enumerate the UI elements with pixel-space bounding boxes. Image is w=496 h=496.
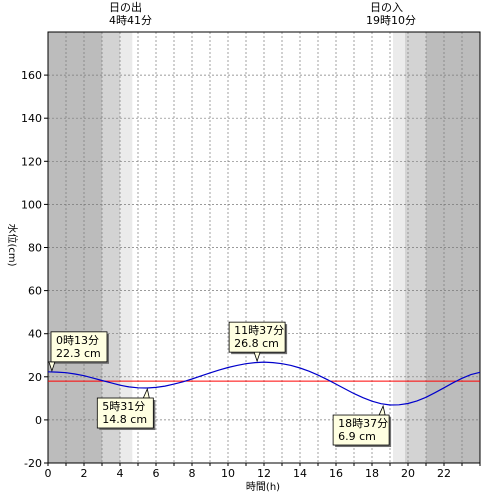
shade-twilight-dark	[404, 32, 426, 463]
x-axis: 0 2 4 6 8 10 12 14 16 18 20 22	[45, 463, 481, 480]
callout-time: 5時31分	[102, 400, 145, 413]
callout-box	[332, 414, 390, 446]
callout-box	[96, 397, 154, 429]
callout-value: 6.9 cm	[338, 430, 376, 443]
sunrise-time: 4時41分	[109, 14, 152, 27]
x-tick-label: 6	[153, 467, 160, 480]
y-tick-label: 100	[21, 198, 42, 211]
sunset-time: 19時10分	[366, 14, 416, 27]
x-tick-label: 10	[221, 467, 235, 480]
callout-value: 14.8 cm	[102, 413, 147, 426]
x-tick-label: 0	[45, 467, 52, 480]
x-tick-label: 18	[365, 467, 379, 480]
x-tick-label: 16	[329, 467, 343, 480]
y-axis-label: 水位(cm)	[6, 223, 19, 266]
sunrise-label: 日の出	[109, 0, 142, 14]
y-tick-label: -20	[24, 457, 42, 470]
callout-pointer	[378, 404, 386, 416]
y-tick-label: 120	[21, 155, 42, 168]
y-tick-label: 140	[21, 112, 42, 125]
x-tick-label: 22	[437, 467, 451, 480]
x-tick-label: 4	[117, 467, 124, 480]
x-tick-label: 14	[293, 467, 307, 480]
sunset-label: 日の入	[370, 1, 403, 14]
callout-value: 22.3 cm	[56, 347, 101, 360]
y-axis: -20 0 20 40 60 80 100 120 140 160	[21, 69, 48, 470]
callout-box	[50, 331, 108, 363]
x-tick-label: 20	[401, 467, 415, 480]
x-tick-label: 8	[189, 467, 196, 480]
tide-level-line	[47, 361, 481, 406]
y-tick-label: 80	[28, 242, 42, 255]
x-tick-label: 2	[81, 467, 88, 480]
callout-pointer	[253, 351, 261, 363]
callout-time: 11時37分	[234, 324, 284, 337]
x-tick-label: 12	[257, 467, 271, 480]
y-tick-label: 40	[28, 328, 42, 341]
y-tick-label: 0	[35, 414, 42, 427]
shade-twilight-light	[120, 32, 133, 463]
y-tick-label: 160	[21, 69, 42, 82]
callout-pointer	[142, 387, 150, 399]
shade-twilight-light	[393, 32, 405, 463]
callout-time: 0時13分	[56, 334, 99, 347]
y-tick-label: 20	[28, 371, 42, 384]
y-tick-label: 60	[28, 285, 42, 298]
callout-value: 26.8 cm	[234, 337, 279, 350]
callout-time: 18時37分	[338, 417, 388, 430]
x-axis-label: 時間(h)	[246, 481, 280, 493]
callout-box	[228, 321, 286, 353]
